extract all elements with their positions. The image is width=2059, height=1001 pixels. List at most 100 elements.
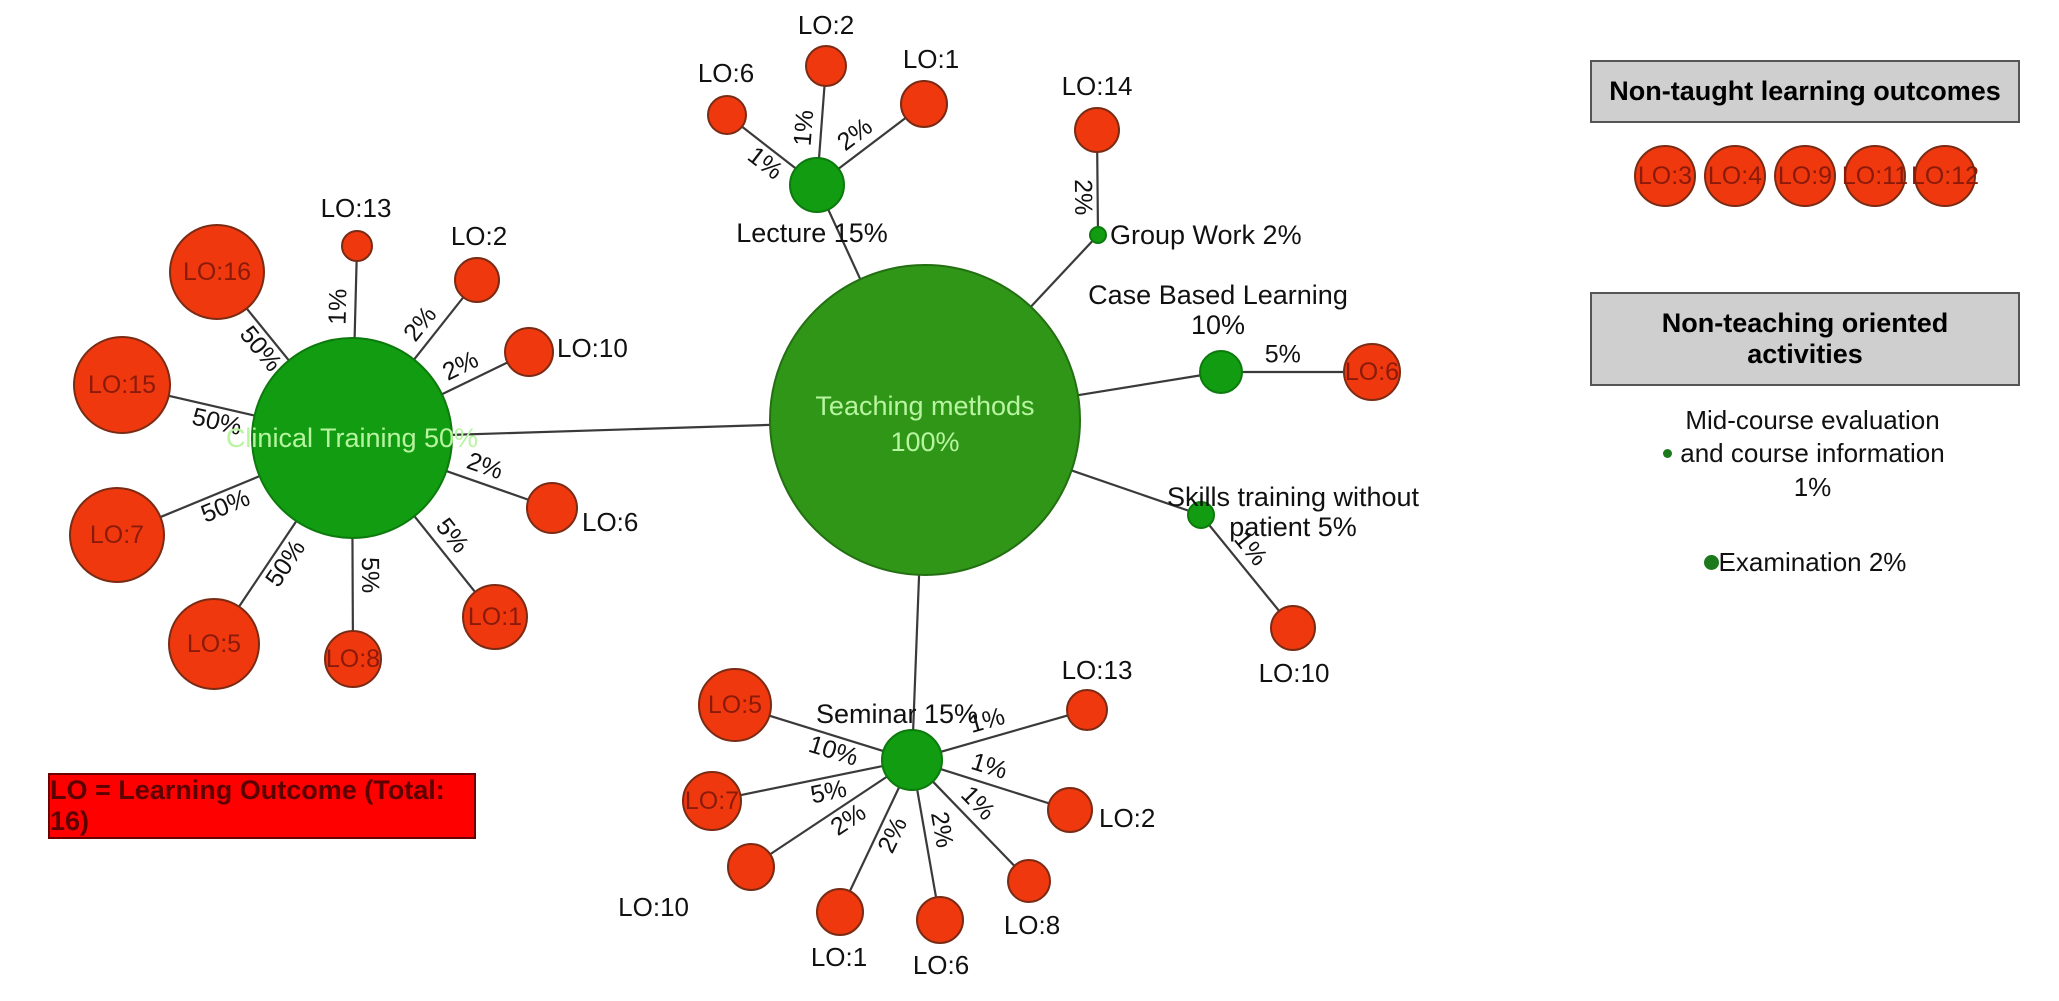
learning-outcome-node[interactable]: LO:13	[321, 193, 392, 262]
learning-outcome-node[interactable]: LO:7	[682, 771, 742, 831]
edge-percent-label: 2%	[925, 809, 959, 849]
learning-outcome-node[interactable]: LO:6	[526, 482, 638, 537]
node-circle[interactable]	[1199, 350, 1243, 394]
non-taught-lo-lo12[interactable]: LO:12	[1911, 145, 1979, 207]
lo-label: LO:13	[321, 193, 392, 223]
lo-circle[interactable]	[707, 95, 747, 135]
lo-circle[interactable]	[916, 896, 964, 944]
lo-circle[interactable]	[682, 771, 742, 831]
lo-circle[interactable]	[69, 487, 165, 583]
node-layer: Teaching methods 100% Clinical Training 50…	[69, 10, 1420, 980]
learning-outcome-node[interactable]: LO:13	[1062, 655, 1133, 731]
lo-circle[interactable]	[1066, 689, 1108, 731]
lo-circle[interactable]	[324, 630, 382, 688]
node-circle[interactable]	[1089, 226, 1107, 244]
non-teaching-panel-title: Non-teaching oriented activities	[1590, 292, 2020, 386]
lo-circle[interactable]	[168, 598, 260, 690]
lo-circle[interactable]	[727, 843, 775, 891]
method-node-seminar[interactable]: Seminar 15%	[816, 699, 978, 791]
node-circle[interactable]	[769, 264, 1081, 576]
lo-label: LO:10	[1259, 658, 1330, 688]
edge-percent-label: 1%	[789, 109, 820, 147]
lo-circle[interactable]	[454, 257, 500, 303]
node-circle[interactable]	[251, 337, 453, 539]
method-node-lecture[interactable]: Lecture 15%	[736, 157, 888, 248]
leaf-edge	[932, 780, 1016, 867]
lo-label: LO:14	[1062, 71, 1133, 101]
learning-outcome-node[interactable]: LO:2	[451, 221, 507, 303]
leaf-edge	[353, 260, 358, 339]
edge-percent-label: 10%	[805, 730, 861, 772]
learning-outcome-node[interactable]: LO:6	[1343, 343, 1401, 401]
lo-label: LO:1	[903, 44, 959, 74]
lo-circle[interactable]	[698, 668, 772, 742]
node-circle[interactable]	[1187, 501, 1215, 529]
lo-label: LO:1	[811, 942, 867, 972]
learning-outcome-node[interactable]: LO:5	[698, 668, 772, 742]
learning-outcome-node[interactable]: LO:5	[168, 598, 260, 690]
method-node-teaching-methods[interactable]: Teaching methods 100%	[769, 264, 1081, 576]
edge-percent-label: 50%	[197, 484, 254, 529]
learning-outcome-node[interactable]: LO:1	[900, 44, 959, 128]
lo-circle[interactable]	[1007, 859, 1051, 903]
lo-circle[interactable]	[462, 584, 528, 650]
learning-outcome-node[interactable]: LO:7	[69, 487, 165, 583]
lo-label: LO:6	[1345, 358, 1399, 386]
non-taught-learning-outcomes-panel: Non-taught learning outcomes LO:3 LO:4 LO:…	[1590, 60, 2020, 207]
lo-circle[interactable]	[526, 482, 578, 534]
node-circle[interactable]	[881, 729, 943, 791]
lo-label: LO:16	[183, 258, 251, 286]
learning-outcome-node[interactable]: LO:15	[73, 336, 171, 434]
non-teaching-activity-item[interactable]: Examination 2%	[1590, 546, 2020, 579]
lo-label: LO:10	[618, 892, 689, 922]
learning-outcome-node[interactable]: LO:2	[798, 10, 854, 87]
activity-dot-icon	[1703, 554, 1719, 570]
leaf-edge	[741, 125, 797, 170]
leaf-edge	[769, 775, 888, 856]
lo-circle[interactable]	[1047, 787, 1093, 833]
lo-label: LO:5	[187, 630, 241, 658]
lo-circle[interactable]	[805, 45, 847, 87]
method-node-clinical-training[interactable]: Clinical Training 50%	[226, 337, 478, 539]
edge-percent-label: 5%	[808, 775, 849, 810]
learning-outcome-node[interactable]: LO:1	[462, 584, 528, 650]
learning-outcome-node[interactable]: LO:10	[504, 327, 628, 377]
lo-circle[interactable]	[1270, 605, 1316, 651]
node-circle[interactable]	[789, 157, 845, 213]
non-teaching-activity-item[interactable]: Mid-course evaluation and course informa…	[1590, 404, 2020, 504]
learning-outcome-node[interactable]: LO:8	[324, 630, 382, 688]
leaf-edge	[413, 296, 465, 361]
lo-circle[interactable]	[73, 336, 171, 434]
node-label: patient 5%	[1229, 512, 1357, 542]
edge-layer	[160, 85, 1344, 898]
lo-circle[interactable]	[900, 80, 948, 128]
learning-outcome-node[interactable]: LO:16	[169, 224, 265, 320]
lo-circle[interactable]	[341, 230, 373, 262]
lo-label: LO:8	[1004, 910, 1060, 940]
branch-edge	[1030, 240, 1094, 308]
learning-outcome-node[interactable]: LO:14	[1062, 71, 1133, 153]
non-taught-lo-lo9[interactable]: LO:9	[1774, 145, 1836, 207]
method-node-group-work[interactable]: Group Work 2%	[1089, 220, 1302, 250]
non-taught-lo-lo11[interactable]: LO:11	[1842, 145, 1908, 207]
learning-outcome-node[interactable]: LO:10	[1259, 605, 1330, 688]
lo-circle[interactable]	[1074, 107, 1120, 153]
learning-outcome-node[interactable]: LO:2	[1047, 787, 1155, 833]
non-taught-lo-lo4[interactable]: LO:4	[1704, 145, 1766, 207]
learning-outcome-node[interactable]: LO:10	[618, 843, 775, 922]
lo-circle[interactable]	[816, 888, 864, 936]
non-taught-lo-lo3[interactable]: LO:3	[1634, 145, 1696, 207]
learning-outcome-node[interactable]: LO:6	[913, 896, 969, 980]
learning-outcome-node[interactable]: LO:8	[1004, 859, 1060, 940]
lo-circle[interactable]	[504, 327, 554, 377]
learning-outcome-node[interactable]: LO:1	[811, 888, 867, 972]
lo-circle[interactable]	[1343, 343, 1401, 401]
edge-percent-label: 5%	[430, 513, 474, 559]
leaf-edge	[940, 768, 1050, 805]
learning-outcome-node[interactable]: LO:6	[698, 58, 754, 135]
lo-circle[interactable]	[169, 224, 265, 320]
edge-percent-label: 2%	[438, 345, 483, 386]
